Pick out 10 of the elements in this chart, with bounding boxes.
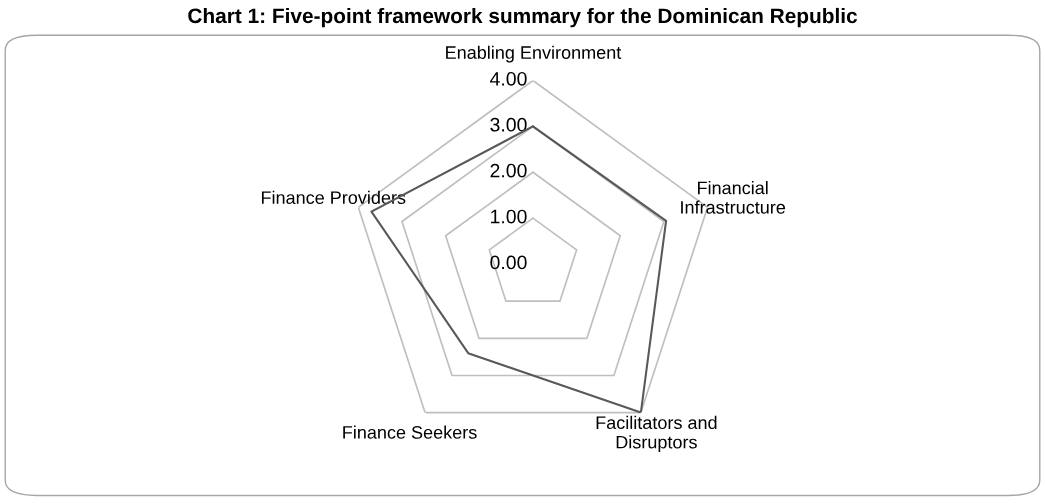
spoke-label: Enabling Environment — [446, 45, 622, 63]
y-tick-label: 2.00 — [490, 163, 527, 178]
y-tick-label: 4.00 — [490, 71, 527, 86]
spoke-label: Financial Infrastructure — [681, 181, 786, 214]
y-tick-label: 3.00 — [490, 117, 527, 132]
y-tick-label: 1.00 — [491, 209, 527, 224]
spoke-label: Finance Seekers — [343, 425, 477, 439]
y-tick-label: 0.00 — [490, 255, 527, 270]
chart-title: Chart 1: Five-point framework summary for the Dominican Republic — [188, 7, 858, 28]
spoke-label: Facilitators and Disruptors — [596, 415, 717, 453]
